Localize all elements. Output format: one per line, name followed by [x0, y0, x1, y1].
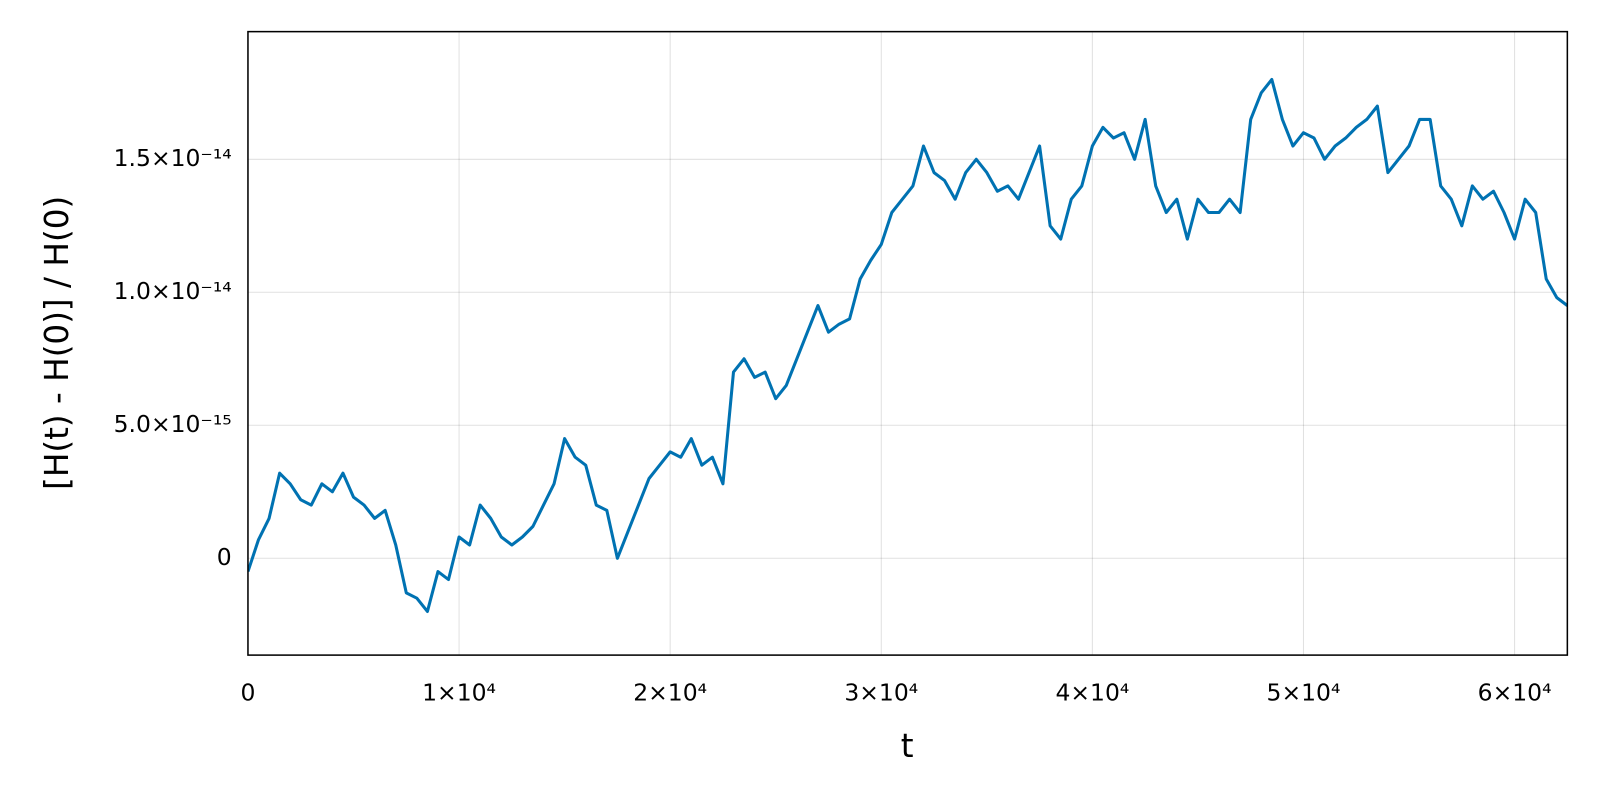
plot-frame: [247, 30, 1569, 656]
x-tick-label: 6×10⁴: [1478, 678, 1552, 706]
x-axis-label: t: [901, 727, 914, 765]
x-tick-label: 2×10⁴: [633, 678, 707, 706]
x-tick-label: 3×10⁴: [844, 678, 918, 706]
x-tick-label: 0: [240, 678, 255, 706]
data-line: [247, 77, 1568, 614]
x-tick-label: 1×10⁴: [422, 678, 496, 706]
y-tick-label: 0: [217, 543, 232, 571]
y-tick-label: 1.0×10⁻¹⁴: [114, 277, 232, 305]
x-tick-label: 5×10⁴: [1267, 678, 1341, 706]
y-tick-label: 1.5×10⁻¹⁴: [114, 144, 232, 172]
y-tick-label: 5.0×10⁻¹⁵: [114, 410, 232, 438]
y-axis-label: [H(t) - H(0)] / H(0): [38, 196, 76, 490]
x-tick-label: 4×10⁴: [1055, 678, 1129, 706]
